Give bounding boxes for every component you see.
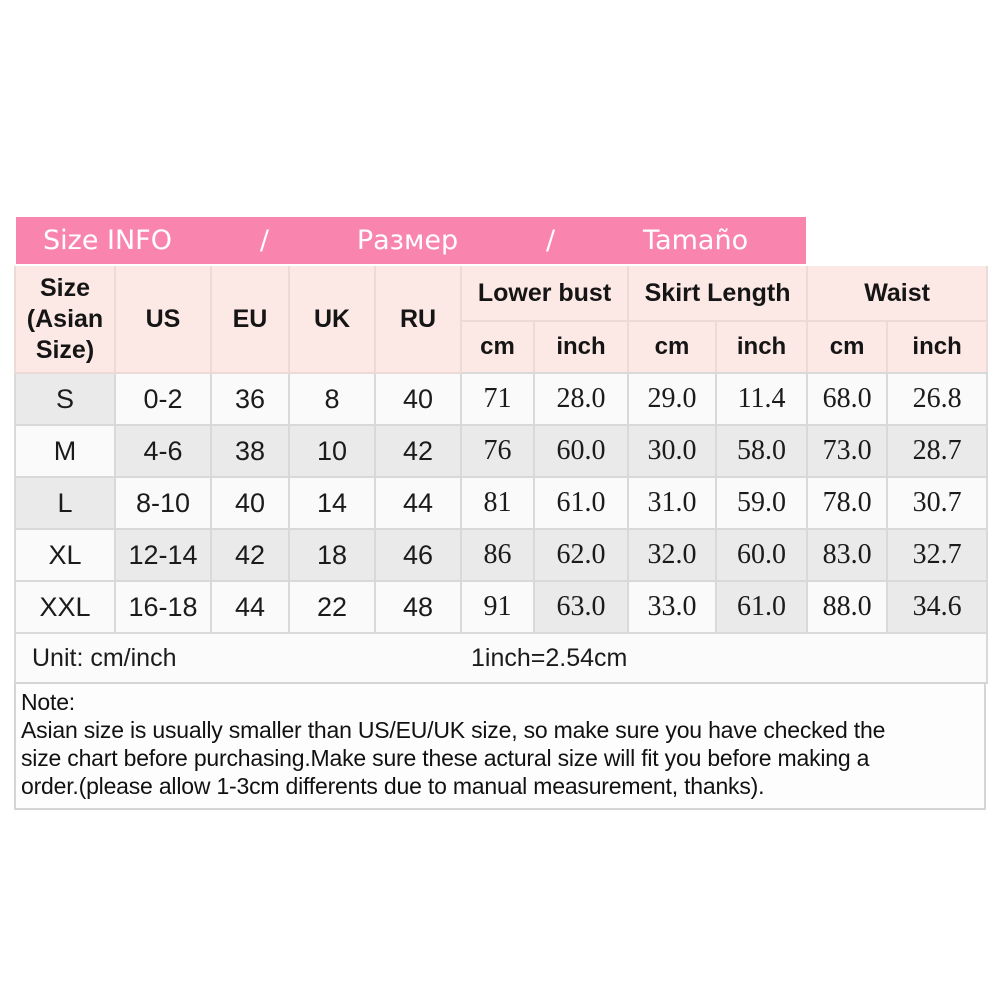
table-cell: 60.0 — [533, 424, 629, 478]
table-cell: 42 — [374, 424, 462, 478]
table-cell: 73.0 — [806, 424, 889, 478]
table-cell: 86 — [460, 528, 535, 582]
table-cell: 76 — [460, 424, 535, 478]
table-cell: 29.0 — [627, 372, 717, 426]
size-row-xl: XL 12-14 42 18 46 86 62.0 32.0 60.0 83.0… — [14, 528, 989, 582]
table-cell: 63.0 — [533, 580, 629, 634]
size-row-m: M 4-6 38 10 42 76 60.0 30.0 58.0 73.0 28… — [14, 424, 989, 478]
column-header-eu: EU — [210, 264, 290, 374]
table-cell: 30.0 — [627, 424, 717, 478]
size-row-s: S 0-2 36 8 40 71 28.0 29.0 11.4 68.0 26.… — [14, 372, 989, 426]
table-cell: 0-2 — [114, 372, 212, 426]
subheader-waist-cm: cm — [806, 320, 889, 374]
table-cell: 91 — [460, 580, 535, 634]
table-cell: 14 — [288, 476, 376, 530]
table-cell: 8-10 — [114, 476, 212, 530]
table-cell: 22 — [288, 580, 376, 634]
header-row-units: cm inch cm inch cm inch — [15, 320, 989, 374]
conversion-label: 1inch=2.54cm — [461, 632, 989, 684]
unit-label: Unit: cm/inch — [14, 632, 461, 684]
table-cell: 4-6 — [114, 424, 212, 478]
size-chart-sheet: Size INFO / Размер / Tamaño Size (Asian … — [13, 215, 989, 810]
table-cell: 40 — [210, 476, 290, 530]
banner-segment-ru: Размер — [356, 225, 459, 256]
table-cell: 46 — [374, 528, 462, 582]
table-cell: 32.7 — [886, 528, 989, 582]
subheader-skirt-cm: cm — [627, 320, 717, 374]
banner-segment-es: Tamaño — [643, 225, 749, 256]
banner-blank-cell — [806, 215, 989, 266]
table-cell: 11.4 — [714, 372, 809, 426]
header-row-groups: Size (Asian Size) US EU UK RU Lower bust… — [14, 264, 989, 374]
table-cell: XL — [14, 528, 116, 582]
banner-cell: Size INFO / Размер / Tamaño — [13, 215, 809, 266]
table-cell: 59.0 — [714, 476, 809, 530]
table-cell: 16-18 — [114, 580, 212, 634]
table-cell: S — [14, 372, 116, 426]
subheader-bust-inch: inch — [533, 320, 629, 374]
size-row-l: L 8-10 40 14 44 81 61.0 31.0 59.0 78.0 3… — [14, 476, 989, 530]
table-cell: 26.8 — [886, 372, 989, 426]
table-cell: 44 — [210, 580, 290, 634]
table-cell: XXL — [14, 580, 116, 634]
table-cell: 68.0 — [806, 372, 889, 426]
column-header-ru: RU — [374, 264, 462, 374]
table-cell: M — [14, 424, 116, 478]
table-cell: 62.0 — [533, 528, 629, 582]
group-header-lower-bust: Lower bust — [460, 264, 629, 322]
banner-row: Size INFO / Размер / Tamaño — [13, 215, 989, 266]
table-cell: 12-14 — [114, 528, 212, 582]
column-header-size: Size (Asian Size) — [14, 264, 116, 374]
table-cell: 44 — [374, 476, 462, 530]
table-cell: 33.0 — [627, 580, 717, 634]
banner-title: Size INFO / Размер / Tamaño — [17, 225, 805, 256]
note-body-line: order.(please allow 1-3cm differents due… — [21, 773, 765, 799]
table-cell: 36 — [210, 372, 290, 426]
table-cell: 10 — [288, 424, 376, 478]
size-chart-table: Size INFO / Размер / Tamaño Size (Asian … — [13, 215, 989, 684]
banner-segment-en: Size INFO — [43, 225, 172, 256]
table-cell: 71 — [460, 372, 535, 426]
table-cell: 18 — [288, 528, 376, 582]
table-cell: 28.7 — [886, 424, 989, 478]
column-header-uk: UK — [288, 264, 376, 374]
banner-separator: / — [546, 225, 556, 256]
table-cell: 78.0 — [806, 476, 889, 530]
size-row-xxl: XXL 16-18 44 22 48 91 63.0 33.0 61.0 88.… — [14, 580, 989, 634]
table-cell: 38 — [210, 424, 290, 478]
table-cell: 83.0 — [806, 528, 889, 582]
table-cell: 58.0 — [714, 424, 809, 478]
table-cell: 61.0 — [714, 580, 809, 634]
table-cell: 40 — [374, 372, 462, 426]
table-cell: 88.0 — [806, 580, 889, 634]
group-header-waist: Waist — [806, 264, 989, 322]
unit-row: Unit: cm/inch 1inch=2.54cm — [14, 632, 989, 684]
table-cell: 48 — [374, 580, 462, 634]
table-cell: 28.0 — [533, 372, 629, 426]
table-cell: 61.0 — [533, 476, 629, 530]
column-header-us: US — [114, 264, 212, 374]
subheader-bust-cm: cm — [460, 320, 535, 374]
subheader-skirt-inch: inch — [714, 320, 809, 374]
table-cell: 42 — [210, 528, 290, 582]
table-cell: 34.6 — [886, 580, 989, 634]
table-cell: L — [14, 476, 116, 530]
table-cell: 32.0 — [627, 528, 717, 582]
table-cell: 60.0 — [714, 528, 809, 582]
table-cell: 81 — [460, 476, 535, 530]
table-cell: 31.0 — [627, 476, 717, 530]
table-cell: 30.7 — [886, 476, 989, 530]
subheader-waist-inch: inch — [886, 320, 989, 374]
note-section: Note: Asian size is usually smaller than… — [14, 684, 986, 810]
table-cell: 8 — [288, 372, 376, 426]
banner-separator: / — [259, 225, 269, 256]
group-header-skirt-length: Skirt Length — [626, 264, 809, 322]
note-body-line: Asian size is usually smaller than US/EU… — [21, 717, 886, 743]
note-body-line: size chart before purchasing.Make sure t… — [21, 745, 870, 771]
note-title: Note: — [21, 689, 75, 715]
